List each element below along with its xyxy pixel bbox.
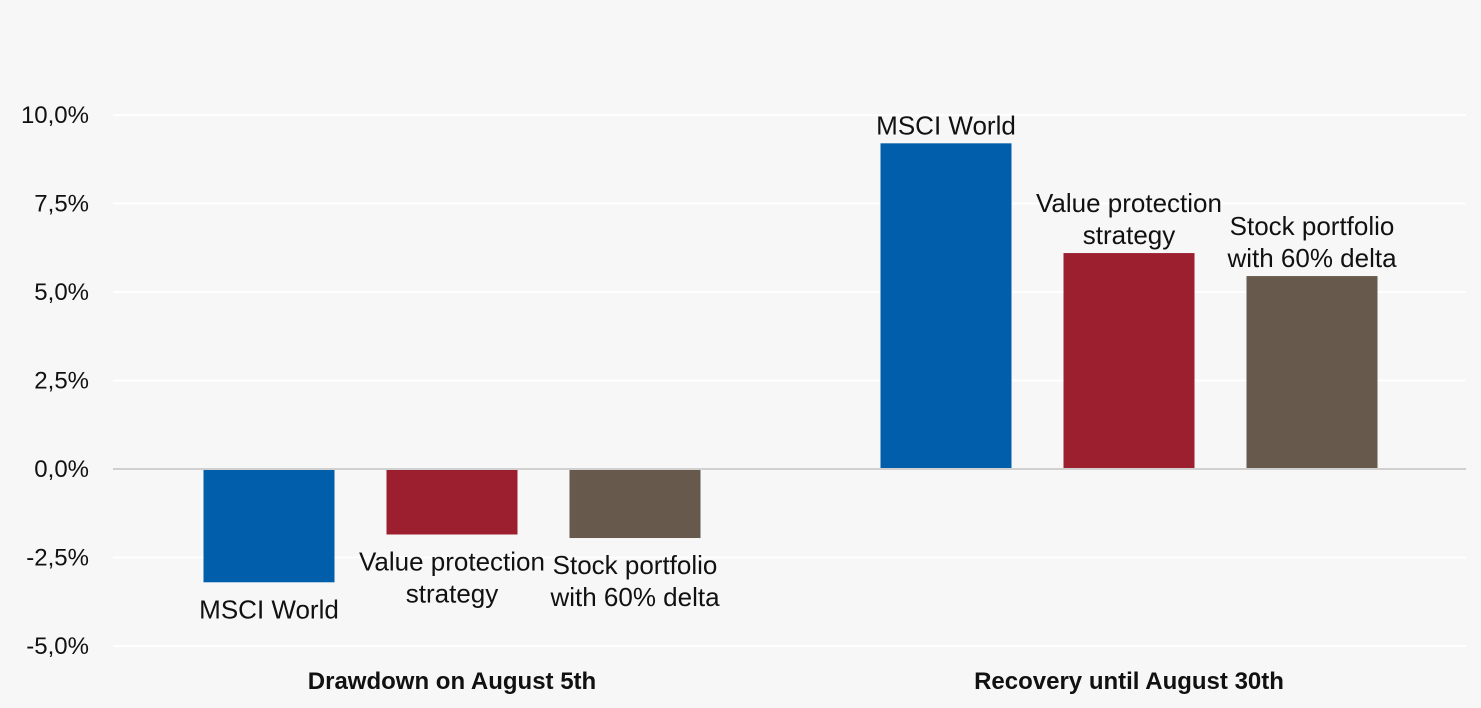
bar (880, 143, 1012, 469)
bar-label-line: Value protection (1036, 188, 1222, 218)
bar (203, 469, 335, 583)
bar-label: MSCI World (876, 110, 1016, 140)
y-tick-label: -2,5% (26, 545, 89, 572)
gridlines (113, 114, 1466, 647)
bar-label-line: Value protection (359, 546, 545, 576)
bar-label-line: MSCI World (876, 110, 1016, 140)
bar (569, 469, 701, 539)
bar-label: Value protection strategy (1036, 188, 1222, 250)
y-tick-label: 0,0% (34, 456, 89, 483)
y-tick-label: 10,0% (21, 102, 89, 129)
bar-label-line: with 60% delta (1226, 243, 1397, 273)
bar-label-line: strategy (1083, 220, 1176, 250)
y-tick-label: 2,5% (34, 368, 89, 395)
y-tick-label: 5,0% (34, 279, 89, 306)
y-axis: 10,0% 7,5% 5,0% 2,5% 0,0% -2,5% -5,0% (21, 102, 89, 660)
bars (203, 143, 1378, 583)
x-category-label: Recovery until August 30th (974, 668, 1284, 695)
bar-label-line: strategy (406, 578, 499, 608)
bar-label-line: Stock portfolio (1230, 211, 1395, 241)
bar-label: MSCI World (199, 594, 339, 624)
bar-label-line: Stock portfolio (553, 550, 718, 580)
y-tick-label: 7,5% (34, 191, 89, 218)
x-category-label: Drawdown on August 5th (308, 668, 596, 695)
bar-label: Stock portfolio with 60% delta (1226, 211, 1397, 273)
bar-label: Stock portfolio with 60% delta (549, 550, 720, 612)
y-tick-label: -5,0% (26, 633, 89, 660)
bar-label-line: with 60% delta (549, 582, 720, 612)
bar (1246, 276, 1378, 469)
x-axis: Drawdown on August 5th Recovery until Aug… (113, 468, 1466, 695)
bar (386, 469, 518, 535)
bar-label-line: MSCI World (199, 594, 339, 624)
bar (1063, 253, 1195, 469)
bar-label: Value protection strategy (359, 546, 545, 608)
